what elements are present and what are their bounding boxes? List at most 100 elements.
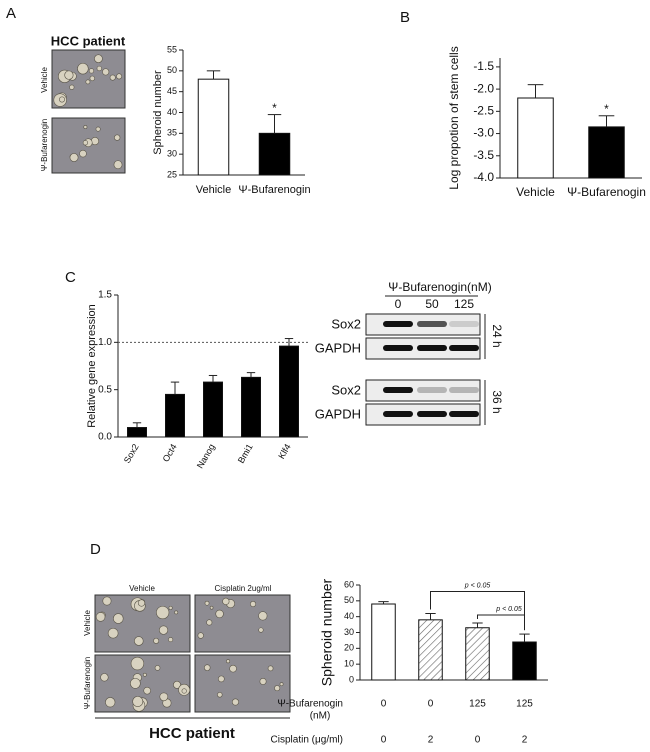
y-tick-label: 0 xyxy=(349,674,354,684)
y-axis-label: Spheroid number xyxy=(319,578,335,686)
spheroid xyxy=(113,160,123,170)
bar xyxy=(588,126,625,179)
y-tick-label: -3.0 xyxy=(473,126,494,140)
spheroid xyxy=(217,675,225,683)
y-tick-label: 0.0 xyxy=(98,432,112,443)
spheroid xyxy=(226,659,231,664)
y-axis-label: Relative gene expression xyxy=(86,304,98,428)
spheroid xyxy=(100,673,109,682)
y-tick-label: -2.0 xyxy=(473,81,494,95)
y-tick-label: 40 xyxy=(167,107,177,117)
spheroid xyxy=(114,134,121,141)
condition-unit: (nM) xyxy=(310,711,331,722)
spheroid xyxy=(113,613,124,624)
x-tick-label: Vehicle xyxy=(196,184,231,196)
spheroid xyxy=(231,698,239,706)
spheroid xyxy=(82,140,88,146)
band xyxy=(449,321,479,327)
y-tick-label: 35 xyxy=(167,128,177,138)
spheroid xyxy=(181,688,187,694)
spheroid xyxy=(143,686,151,695)
significance-label: p < 0.05 xyxy=(464,582,491,589)
spheroid xyxy=(154,665,161,671)
micrograph xyxy=(194,654,291,713)
bar xyxy=(279,345,299,438)
band xyxy=(449,387,479,393)
y-tick-label: 0.5 xyxy=(98,384,112,395)
spheroid xyxy=(95,612,106,622)
condition-value: 125 xyxy=(516,699,533,710)
spheroid xyxy=(77,62,89,75)
dose-label: 0 xyxy=(395,297,402,311)
spheroid xyxy=(250,601,257,608)
spheroid xyxy=(69,153,79,162)
row-label: Sox2 xyxy=(331,382,361,397)
y-tick-label: -3.5 xyxy=(473,148,494,162)
significance-bracket xyxy=(430,591,525,631)
bar xyxy=(127,427,147,438)
condition-value: 0 xyxy=(475,735,481,746)
y-tick-label: 50 xyxy=(344,595,354,605)
bar xyxy=(258,132,291,176)
spheroid xyxy=(132,696,144,707)
y-tick-label: 1.0 xyxy=(98,337,112,348)
blot-strip xyxy=(365,379,481,402)
spheroid xyxy=(158,625,169,635)
spheroid xyxy=(168,637,174,643)
spheroid xyxy=(206,619,213,626)
spheroid xyxy=(259,677,267,685)
row-label: GAPDH xyxy=(315,340,361,355)
bar xyxy=(512,641,537,681)
condition-label: Ψ-Bufarenogin xyxy=(277,699,343,710)
dose-label: 50 xyxy=(425,297,439,311)
band xyxy=(383,345,413,351)
bar xyxy=(165,393,185,438)
spheroid xyxy=(95,126,101,132)
bar xyxy=(197,78,230,176)
band xyxy=(417,345,447,351)
bar xyxy=(465,627,490,681)
spheroid xyxy=(102,68,110,76)
spheroid xyxy=(69,84,75,90)
y-tick-label: 20 xyxy=(344,643,354,653)
band xyxy=(449,411,479,417)
y-tick-label: 50 xyxy=(167,65,177,75)
y-tick-label: -2.5 xyxy=(473,104,494,118)
condition-value: 125 xyxy=(469,699,486,710)
spheroid xyxy=(159,692,169,702)
spheroid xyxy=(203,664,211,671)
bar xyxy=(418,619,443,681)
band xyxy=(417,387,447,393)
spheroid xyxy=(88,68,95,74)
spheroid xyxy=(107,627,119,639)
column-label: Vehicle xyxy=(129,584,155,593)
dose-label: 125 xyxy=(454,297,474,311)
spheroid xyxy=(130,656,145,671)
bar xyxy=(203,381,223,438)
spheroid xyxy=(222,597,230,605)
panel-label: B xyxy=(400,9,410,26)
y-tick-label: 60 xyxy=(344,579,354,589)
image-title: HCC patient xyxy=(51,33,126,48)
spheroid xyxy=(258,627,264,633)
panel-label: C xyxy=(65,269,76,286)
spheroid xyxy=(274,685,281,692)
y-tick-label: 55 xyxy=(167,44,177,54)
spheroid xyxy=(89,75,95,82)
y-axis-label: Spheroid number xyxy=(152,70,164,155)
spheroid xyxy=(209,605,214,610)
band xyxy=(383,411,413,417)
x-tick-label: Ψ-Bufarenogin xyxy=(238,184,310,196)
spheroid xyxy=(217,692,223,698)
band xyxy=(383,321,413,327)
panel-label: A xyxy=(6,5,16,22)
y-axis-label: Log propotion of stem cells xyxy=(447,46,461,189)
spheroid xyxy=(137,599,146,607)
panel-label: D xyxy=(90,541,101,558)
spheroid xyxy=(258,611,268,621)
spheroid xyxy=(153,637,160,644)
time-label: 24 h xyxy=(490,324,504,347)
bar xyxy=(241,376,261,438)
y-tick-label: -1.5 xyxy=(473,59,494,73)
